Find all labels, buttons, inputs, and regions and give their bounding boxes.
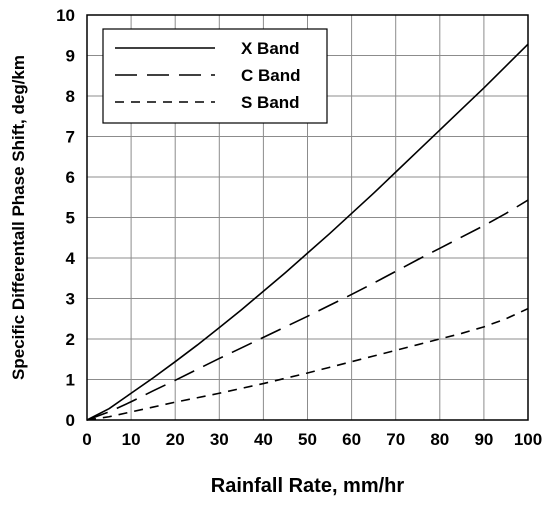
plot-frame [86,14,529,421]
legend-box [102,28,328,124]
legend: X Band C Band S Band [102,28,328,124]
x-tick-label: 90 [474,430,493,449]
x-tick-label: 30 [210,430,229,449]
y-tick-labels: 0 1 2 3 4 5 6 7 8 9 10 [56,6,75,430]
series-line-x-band [86,43,529,421]
y-tick-label: 2 [66,330,75,349]
x-tick-label: 50 [298,430,317,449]
x-tick-label: 20 [166,430,185,449]
x-tick-label: 100 [514,430,542,449]
legend-label: S Band [241,93,300,112]
legend-label: X Band [241,39,300,58]
y-tick-label: 3 [66,290,75,309]
series-line-s-band [86,307,529,421]
x-tick-label: 60 [342,430,361,449]
x-tick-labels: 0 10 20 30 40 50 60 70 80 90 100 [82,430,542,449]
y-tick-label: 1 [66,371,75,390]
x-tick-label: 40 [254,430,273,449]
series-line-c-band [86,199,529,421]
x-tick-label: 70 [386,430,405,449]
y-tick-label: 9 [66,47,75,66]
y-tick-label: 5 [66,209,75,228]
x-axis-title: Rainfall Rate, mm/hr [211,475,405,497]
y-tick-label: 7 [66,128,75,147]
y-axis-title: Specific Differentall Phase Shift, deg/k… [9,55,28,380]
x-tick-label: 10 [122,430,141,449]
x-tick-label: 0 [82,430,91,449]
y-tick-label: 10 [56,6,75,25]
series-lines [86,43,529,421]
x-tick-label: 80 [430,430,449,449]
legend-items: X Band C Band S Band [115,39,301,112]
y-tick-label: 6 [66,168,75,187]
y-tick-label: 4 [66,249,76,268]
legend-label: C Band [241,66,301,85]
y-tick-label: 0 [66,411,75,430]
y-tick-label: 8 [66,87,75,106]
